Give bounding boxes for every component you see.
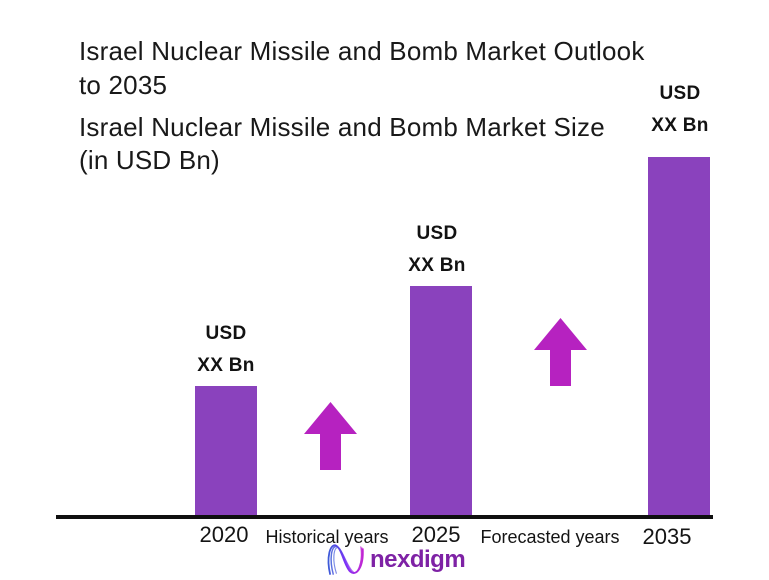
bar-value-label-2025-line1: USD bbox=[416, 223, 458, 244]
page-title-line1: Israel Nuclear Missile and Bomb Market O… bbox=[79, 36, 645, 67]
brand-wordmark: nexdigm bbox=[370, 546, 466, 573]
chart-subtitle: Israel Nuclear Missile and Bomb Market S… bbox=[79, 111, 639, 177]
growth-arrow-icon-historical bbox=[304, 402, 357, 470]
period-label-forecasted: Forecasted years bbox=[480, 527, 620, 547]
x-tick-2035: 2035 bbox=[642, 524, 692, 549]
bar-value-label-2020-line2: XX Bn bbox=[197, 355, 255, 376]
bar-value-label-2035: USD XX Bn bbox=[600, 78, 760, 142]
period-label-historical: Historical years bbox=[265, 527, 389, 547]
bar-value-label-2025: USD XX Bn bbox=[357, 218, 517, 282]
page-title-line2: to 2035 bbox=[79, 70, 168, 101]
brand-logo: nexdigm bbox=[326, 542, 466, 578]
bar-value-label-2035-line1: USD bbox=[659, 83, 701, 104]
chart-subtitle-line1: Israel Nuclear Missile and Bomb Market S… bbox=[79, 111, 605, 142]
bar-value-label-2025-line2: XX Bn bbox=[408, 255, 466, 276]
x-axis-line bbox=[56, 515, 713, 519]
page-title: Israel Nuclear Missile and Bomb Market O… bbox=[79, 34, 699, 102]
bar-2020 bbox=[195, 386, 257, 516]
x-tick-2025: 2025 bbox=[411, 522, 461, 547]
bar-value-label-2020: USD XX Bn bbox=[146, 318, 306, 382]
chart-subtitle-line2: (in USD Bn) bbox=[79, 144, 220, 175]
bar-value-label-2035-line2: XX Bn bbox=[651, 115, 709, 136]
growth-arrow-icon-forecast bbox=[534, 318, 587, 386]
x-tick-2020: 2020 bbox=[199, 522, 249, 547]
bar-value-label-2020-line1: USD bbox=[205, 323, 247, 344]
nexdigm-logo-icon bbox=[327, 544, 364, 575]
bar-2025 bbox=[410, 286, 472, 516]
bar-2035 bbox=[648, 157, 710, 516]
